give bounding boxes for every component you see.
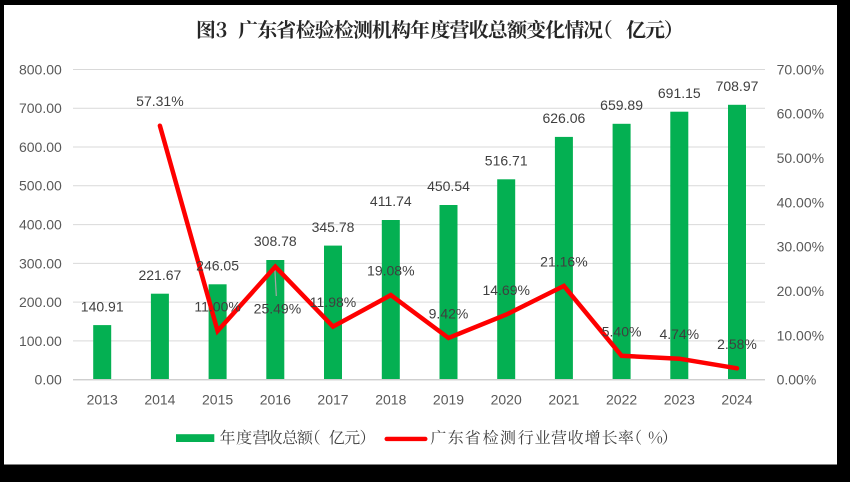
svg-text:2020: 2020 bbox=[491, 391, 522, 407]
svg-text:140.91: 140.91 bbox=[81, 298, 124, 314]
svg-text:516.71: 516.71 bbox=[485, 153, 528, 169]
svg-text:0.00: 0.00 bbox=[35, 372, 62, 388]
svg-text:345.78: 345.78 bbox=[312, 219, 355, 235]
svg-text:708.97: 708.97 bbox=[716, 78, 759, 94]
svg-text:11.98%: 11.98% bbox=[310, 294, 356, 310]
svg-text:2.58%: 2.58% bbox=[717, 336, 757, 352]
svg-text:4.74%: 4.74% bbox=[659, 326, 699, 342]
svg-text:300.00: 300.00 bbox=[19, 255, 62, 271]
svg-text:2021: 2021 bbox=[548, 391, 579, 407]
svg-text:700.00: 700.00 bbox=[19, 100, 62, 116]
svg-text:800.00: 800.00 bbox=[19, 61, 62, 77]
svg-text:2018: 2018 bbox=[375, 391, 406, 407]
svg-text:14.69%: 14.69% bbox=[482, 282, 529, 298]
svg-text:30.00%: 30.00% bbox=[777, 239, 824, 255]
svg-text:57.31%: 57.31% bbox=[136, 93, 183, 109]
svg-text:2015: 2015 bbox=[202, 391, 233, 407]
svg-text:691.15: 691.15 bbox=[658, 85, 701, 101]
svg-text:308.78: 308.78 bbox=[254, 233, 297, 249]
svg-text:450.54: 450.54 bbox=[427, 178, 470, 194]
svg-text:2014: 2014 bbox=[144, 391, 175, 407]
svg-text:400.00: 400.00 bbox=[19, 217, 62, 233]
svg-text:626.06: 626.06 bbox=[542, 110, 585, 126]
svg-text:19.08%: 19.08% bbox=[367, 263, 414, 279]
svg-text:659.89: 659.89 bbox=[600, 97, 643, 113]
svg-text:5.40%: 5.40% bbox=[602, 323, 642, 339]
svg-text:10.00%: 10.00% bbox=[777, 327, 824, 343]
svg-text:411.74: 411.74 bbox=[370, 193, 412, 209]
svg-text:20.00%: 20.00% bbox=[777, 283, 824, 299]
svg-text:2019: 2019 bbox=[433, 391, 464, 407]
svg-text:2024: 2024 bbox=[721, 391, 752, 407]
svg-text:21.16%: 21.16% bbox=[540, 253, 587, 269]
svg-text:50.00%: 50.00% bbox=[777, 150, 824, 166]
svg-text:2016: 2016 bbox=[260, 391, 291, 407]
svg-text:0.00%: 0.00% bbox=[777, 372, 817, 388]
svg-text:11.00%: 11.00% bbox=[194, 299, 240, 315]
svg-text:2022: 2022 bbox=[606, 391, 637, 407]
svg-text:2017: 2017 bbox=[317, 391, 348, 407]
svg-text:221.67: 221.67 bbox=[138, 267, 181, 283]
svg-text:60.00%: 60.00% bbox=[777, 106, 824, 122]
svg-text:2023: 2023 bbox=[664, 391, 695, 407]
svg-text:2013: 2013 bbox=[87, 391, 118, 407]
svg-text:600.00: 600.00 bbox=[19, 139, 62, 155]
svg-text:246.05: 246.05 bbox=[196, 258, 239, 274]
svg-text:100.00: 100.00 bbox=[19, 333, 62, 349]
svg-text:500.00: 500.00 bbox=[19, 178, 62, 194]
svg-text:9.42%: 9.42% bbox=[429, 306, 469, 322]
svg-text:200.00: 200.00 bbox=[19, 294, 62, 310]
svg-text:25.49%: 25.49% bbox=[254, 301, 301, 317]
svg-text:70.00%: 70.00% bbox=[777, 61, 824, 77]
svg-text:40.00%: 40.00% bbox=[777, 194, 824, 210]
